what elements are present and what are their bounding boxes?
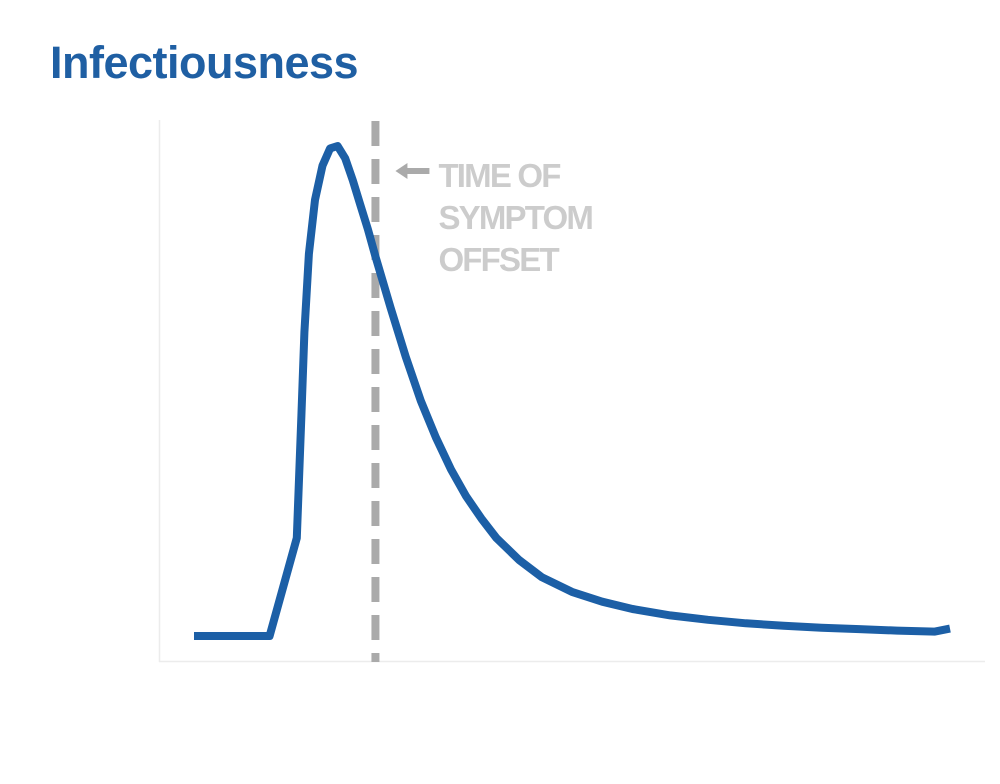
axes	[158, 120, 985, 663]
symptom-offset-label-line-1: TIME OF	[438, 157, 560, 194]
infectiousness-curve	[194, 142, 951, 640]
left-arrow-icon	[395, 163, 430, 179]
chart-title: Infectiousness	[50, 37, 359, 88]
symptom-offset-label-line-2: SYMPTOM	[438, 199, 592, 236]
symptom-offset-label: TIME OF SYMPTOM OFFSET	[438, 157, 599, 278]
symptom-offset-label-line-3: OFFSET	[438, 241, 559, 278]
